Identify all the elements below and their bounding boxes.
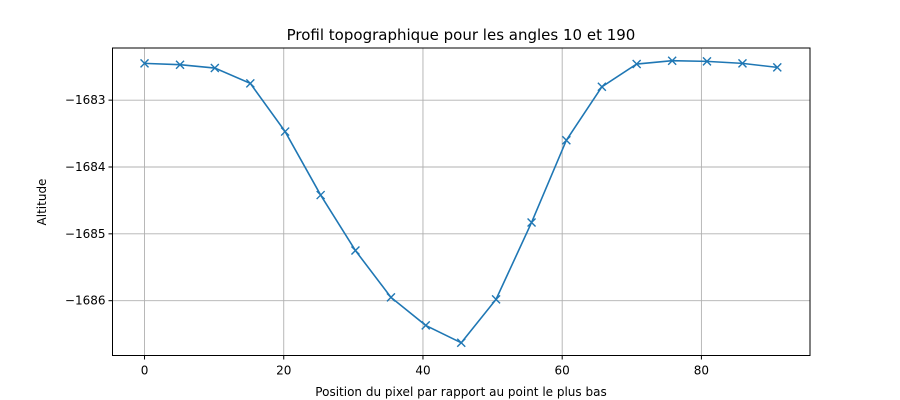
y-tick-label: −1683: [65, 93, 106, 107]
data-point-marker: [245, 78, 255, 88]
chart-title: Profil topographique pour les angles 10 …: [287, 26, 636, 44]
x-tick-label: 80: [694, 364, 709, 378]
data-point-marker: [597, 82, 607, 92]
x-tick-label: 20: [276, 364, 291, 378]
series-layer: [140, 56, 782, 348]
x-tick-label: 0: [141, 364, 149, 378]
y-tick-label: −1685: [65, 227, 106, 241]
y-tick-label: −1686: [65, 294, 106, 308]
data-point-marker: [386, 292, 396, 302]
y-tick-label: −1684: [65, 160, 106, 174]
y-axis-label: Altitude: [35, 179, 49, 226]
x-tick-label: 60: [555, 364, 570, 378]
ticks-layer: 0 20 40 60 80 −1686 −1685 −1684 −1683: [65, 93, 709, 377]
data-point-marker: [350, 246, 360, 256]
x-axis-label: Position du pixel par rapport au point l…: [315, 385, 606, 399]
data-point-marker: [175, 60, 185, 70]
data-point-marker: [140, 58, 150, 68]
data-point-marker: [772, 62, 782, 72]
data-point-marker: [632, 59, 642, 69]
data-point-marker: [280, 127, 290, 137]
data-point-marker: [561, 135, 571, 145]
data-point-marker: [210, 63, 220, 73]
data-point-marker: [456, 338, 466, 348]
data-point-marker: [527, 217, 537, 227]
data-point-marker: [667, 56, 677, 66]
data-point-marker: [491, 294, 501, 304]
grid-layer: [112, 48, 810, 356]
plot-frame: [112, 47, 811, 356]
data-point-marker: [316, 190, 326, 200]
x-tick-label: 40: [415, 364, 430, 378]
data-point-marker: [702, 56, 712, 66]
data-point-marker: [737, 58, 747, 68]
data-point-marker: [421, 320, 431, 330]
